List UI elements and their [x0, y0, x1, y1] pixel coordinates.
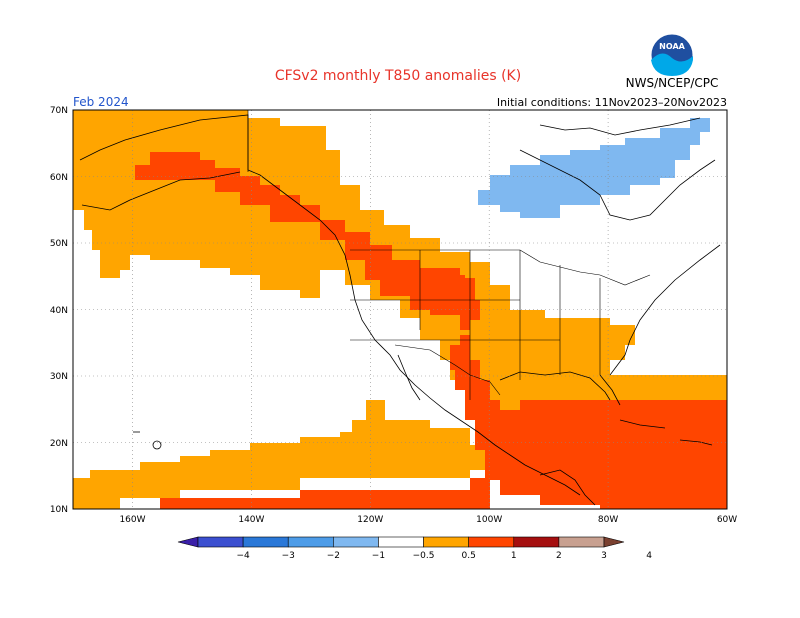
grid-lines [73, 110, 727, 509]
colorbar-segment [558, 536, 605, 548]
map-panel [72, 109, 728, 510]
lon-tick: 100W [476, 515, 502, 525]
colorbar-segment [197, 536, 244, 548]
anomaly-region-red-north [135, 152, 480, 330]
colorbar-tick-label: −1 [372, 551, 385, 561]
colorbar-tick-label: −3 [282, 551, 295, 561]
lat-tick: 10N [50, 505, 68, 515]
colorbar-tick-label: −0.5 [413, 551, 435, 561]
colorbar-tick-label: 2 [556, 551, 562, 561]
lon-tick: 60W [717, 515, 737, 525]
colorbar-segment [242, 536, 289, 548]
borders [247, 110, 651, 400]
lat-tick: 60N [50, 173, 68, 183]
forecast-month: Feb 2024 [73, 95, 129, 109]
lat-tick: 30N [50, 372, 68, 382]
lon-tick: 140W [238, 515, 264, 525]
colorbar-arrow-left [177, 536, 199, 548]
lon-tick: 80W [598, 515, 618, 525]
colorbar-tick-label: 4 [646, 551, 652, 561]
colorbar-tick-label: 0.5 [462, 551, 476, 561]
anomaly-region-red-core [420, 275, 465, 300]
chart-title: CFSv2 monthly T850 anomalies (K) [275, 68, 521, 84]
agency-label: NWS/NCEP/CPC [626, 76, 719, 90]
lat-axis: 70N 60N 50N 40N 30N 20N 10N [50, 106, 68, 515]
anomaly-fields [73, 110, 727, 509]
colorbar-tick-label: 3 [601, 551, 607, 561]
anomaly-region-orange-south [73, 400, 490, 509]
colorbar-arrow-right [603, 536, 625, 548]
colorbar-segment [378, 536, 424, 548]
lat-tick: 20N [50, 439, 68, 449]
colorbar: −4 −3 −2 −1 −0.5 0.5 1 2 3 4 [177, 536, 652, 561]
colorbar-segment [513, 536, 560, 548]
svg-text:NOAA: NOAA [659, 42, 685, 51]
anomaly-region-blue-hudson [478, 118, 710, 218]
coastlines [79, 114, 721, 506]
anomaly-region-red-southwest [450, 335, 727, 509]
colorbar-tick-label: −4 [236, 551, 250, 561]
lat-tick: 40N [50, 306, 68, 316]
anomaly-region-red-south-band [160, 478, 490, 509]
colorbar-segment [333, 536, 379, 548]
colorbar-segment [423, 536, 469, 548]
lat-tick: 50N [50, 239, 68, 249]
colorbar-segment [287, 536, 334, 548]
colorbar-tick-label: −2 [327, 551, 340, 561]
colorbar-segment [468, 536, 515, 548]
colorbar-tick-label: 1 [511, 551, 517, 561]
lat-tick: 70N [50, 106, 68, 116]
noaa-logo: NOAA [650, 33, 694, 77]
lon-tick: 160W [119, 515, 145, 525]
lon-tick: 120W [357, 515, 383, 525]
initial-conditions: Initial conditions: 11Nov2023–20Nov2023 [497, 96, 727, 109]
lon-axis: 160W 140W 120W 100W 80W 60W [119, 515, 737, 525]
